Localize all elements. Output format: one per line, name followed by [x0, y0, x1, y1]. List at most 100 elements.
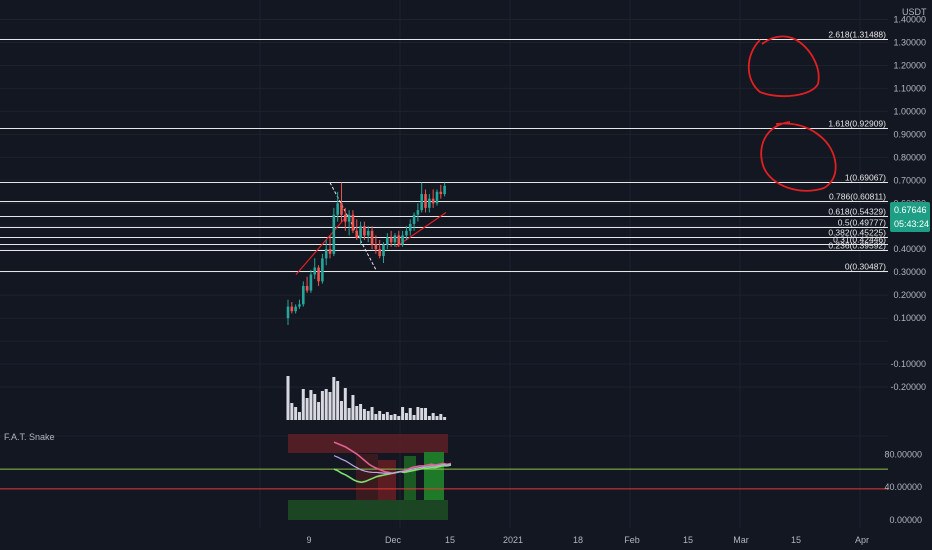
time-axis-label: 2021 [503, 535, 523, 545]
volume-bar [332, 377, 336, 420]
volume-bar [420, 408, 424, 420]
price-tag-bg [890, 202, 930, 232]
candle-body [412, 214, 416, 224]
price-axis-label: 1.10000 [893, 83, 926, 93]
volume-bar [382, 414, 385, 420]
volume-bar [336, 381, 340, 420]
candle-body [431, 198, 435, 204]
candle-body [428, 198, 431, 208]
price-tag-value: 0.67646 [894, 205, 927, 215]
indicator-axis-label: 80.00000 [884, 449, 922, 459]
price-axis-label: 0.10000 [893, 313, 926, 323]
price-axis-label: 1.00000 [893, 106, 926, 116]
candle-body [332, 214, 336, 254]
volume-bar [424, 408, 428, 420]
hand-drawn-annotations [747, 35, 837, 192]
volume-bar [294, 407, 298, 420]
trend-line [395, 211, 447, 248]
snake-bar-zone [424, 452, 444, 500]
candle-body [424, 194, 427, 208]
volume-bar [431, 413, 435, 420]
volume-bar [416, 407, 420, 420]
time-axis-label: Mar [733, 535, 749, 545]
snake-bar-zone [378, 460, 396, 500]
candle-body [351, 214, 355, 231]
candle-body [370, 230, 374, 245]
price-axis-label: 1.40000 [893, 15, 926, 25]
candle-body [340, 203, 343, 215]
price-tag-countdown: 05:43:24 [894, 219, 929, 229]
fib-level-label: 0.31(0.42446) [833, 235, 886, 245]
volume-bar [320, 391, 324, 420]
volume-bar [351, 395, 355, 420]
volume-bar [412, 415, 416, 420]
volume-bar [286, 376, 290, 420]
volume-bar [313, 394, 317, 420]
volume-bar [343, 388, 347, 420]
volume-bar [362, 409, 366, 420]
fibonacci-retracement[interactable]: 2.618(1.31488) 1.618(0.92909) 1(0.69067) 0.… [0, 30, 888, 272]
candle-body [313, 267, 317, 275]
candle-body [344, 214, 347, 222]
red-circle-annotation-bottom [760, 121, 837, 192]
volume-bar [359, 404, 363, 420]
snake-bar-zone [404, 456, 416, 500]
volume-bar [443, 417, 447, 420]
price-axis-label: 0.70000 [893, 175, 926, 185]
time-axis-label: 15 [791, 535, 801, 545]
candle-body [347, 214, 351, 222]
volume-bar [404, 413, 408, 420]
fib-level-label: 1(0.69067) [845, 173, 886, 183]
fib-level-label: 1.618(0.92909) [828, 119, 886, 129]
volume-bar [305, 398, 309, 420]
price-axis-label: 0.30000 [893, 267, 926, 277]
currency-label: USDT [902, 7, 927, 17]
candle-body [420, 194, 423, 211]
candle-body [298, 304, 301, 307]
candle-body [294, 306, 297, 312]
candle-body [405, 230, 408, 236]
fib-level-label: 0.618(0.54329) [828, 207, 886, 217]
candle-body [378, 249, 381, 257]
candle-body [374, 244, 378, 250]
volume-bar [301, 389, 305, 420]
candle-body [389, 237, 393, 243]
volume-bar [393, 414, 397, 420]
snake-oversold-zone [288, 500, 448, 520]
volume-bar [435, 416, 439, 420]
candle-body [435, 191, 439, 204]
candle-body [290, 306, 294, 312]
candle-body [397, 235, 401, 245]
volume-bar [408, 408, 412, 420]
fib-level-label: 0.5(0.49777) [838, 218, 886, 228]
fib-level-label: 0.236(0.39592) [828, 241, 886, 251]
candlestick-series [286, 182, 446, 326]
price-axis-label: 0.40000 [893, 244, 926, 254]
volume-bar [347, 408, 351, 420]
candle-body [366, 230, 370, 236]
price-axis-label: 1.30000 [893, 37, 926, 47]
volume-bar [309, 390, 313, 420]
fib-level-label: 0.382(0.45225) [828, 228, 886, 238]
red-circle-annotation-top [747, 35, 820, 98]
volume-bar [401, 407, 405, 420]
price-axis-label: -0.10000 [890, 359, 926, 369]
time-axis-label: Feb [624, 535, 640, 545]
fib-level-label: 0.786(0.60811) [829, 192, 886, 202]
time-axis-label: 15 [445, 535, 455, 545]
price-axis-label: 0.90000 [893, 129, 926, 139]
volume-bar [397, 416, 401, 420]
volume-bar [385, 412, 389, 420]
candle-body [363, 226, 366, 236]
fib-level-label: 0(0.30487) [845, 262, 886, 272]
volume-bar [439, 414, 443, 420]
time-axis-label: Dec [385, 535, 402, 545]
time-axis[interactable]: 9 Dec 15 2021 18 Feb 15 Mar 15 Apr [306, 535, 869, 545]
time-axis-label: 15 [683, 535, 693, 545]
time-axis-label: 18 [573, 535, 583, 545]
time-axis-label: 9 [306, 535, 311, 545]
volume-bar [324, 389, 328, 420]
volume-bars [286, 376, 447, 420]
